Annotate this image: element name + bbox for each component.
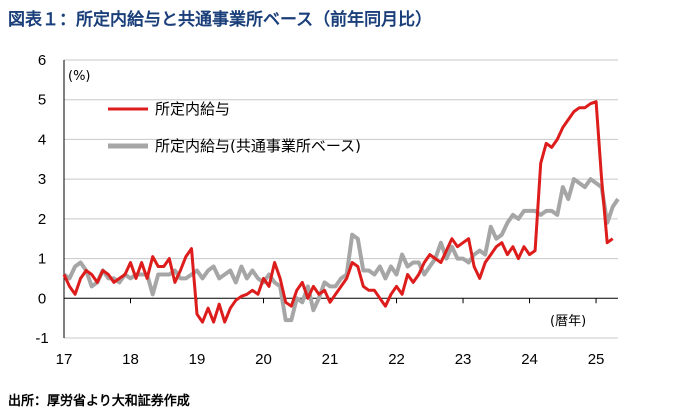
y-axis: -1 0 1 2 3 4 5 6 <box>35 52 65 347</box>
x-tick-label: 23 <box>455 351 472 368</box>
y-tick-label: 0 <box>38 290 46 307</box>
series-group <box>62 100 620 324</box>
x-axis: 17 18 19 20 21 22 23 24 25 <box>56 297 618 368</box>
y-unit-label: (%) <box>68 69 91 84</box>
y-tick-label: 4 <box>38 131 46 148</box>
y-tick-label: 6 <box>38 52 46 69</box>
y-tick-label: 2 <box>38 211 46 228</box>
y-tick-label: -1 <box>35 330 48 347</box>
x-tick-label: 21 <box>322 351 339 368</box>
y-tick-label: 5 <box>38 92 46 109</box>
x-tick-label: 18 <box>122 351 139 368</box>
series-line-0 <box>62 100 614 324</box>
grid-lines <box>64 59 618 339</box>
x-tick-label: 24 <box>521 351 538 368</box>
chart-title: 図表１：所定内給与と共通事業所ベース（前年同月比） <box>8 10 433 30</box>
legend-label-1: 所定内給与(共通事業所ベース) <box>155 137 361 155</box>
x-tick-label: 25 <box>588 351 605 368</box>
series-line-1 <box>62 177 620 323</box>
x-axis-label: (暦年) <box>550 314 586 329</box>
x-tick-label: 22 <box>388 351 405 368</box>
x-tick-label: 17 <box>56 351 73 368</box>
x-tick-label: 20 <box>255 351 272 368</box>
y-tick-label: 1 <box>38 251 46 268</box>
legend-label-0: 所定内給与 <box>155 100 230 118</box>
y-tick-label: 3 <box>38 171 46 188</box>
x-tick-label: 19 <box>189 351 206 368</box>
source-note: 出所：厚労省より大和証券作成 <box>8 394 190 409</box>
